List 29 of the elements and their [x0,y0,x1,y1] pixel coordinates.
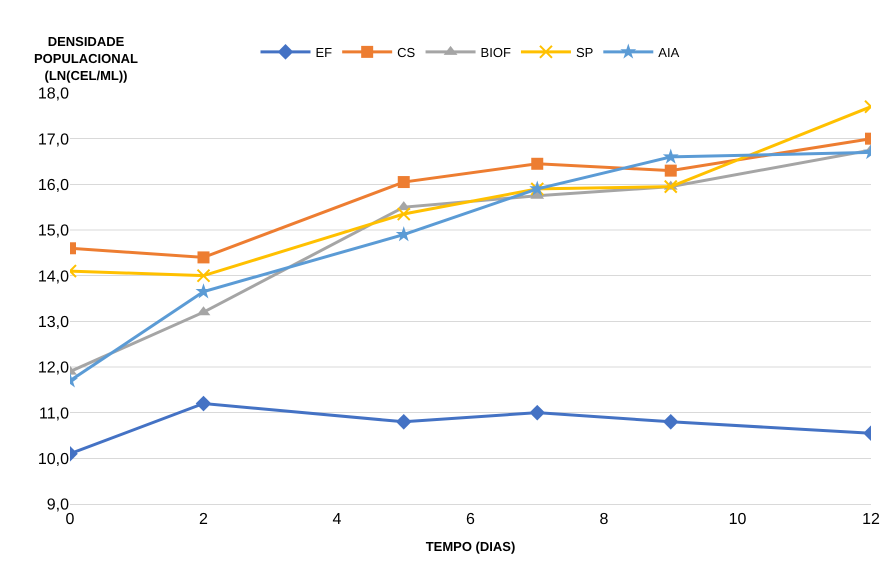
y-tick-label: 18,0 [38,86,70,103]
x-tick-label: 10 [728,511,746,528]
x-tick-label: 4 [332,511,342,528]
x-axis-title: TEMPO (DIAS) [426,538,516,554]
y-tick-label: 9,0 [46,496,70,514]
point [396,207,411,222]
point [531,158,544,170]
legend-label: EF [316,44,332,60]
legend-label: AIA [658,44,680,60]
y-tick-label: 16,0 [38,176,70,194]
y-tick-label: 14,0 [38,268,70,286]
x-tick-label: 6 [466,511,476,528]
x-tick-label: 0 [66,511,75,528]
y-tick-label: 17,0 [38,131,70,148]
x-tick-label: 8 [600,511,609,528]
y-tick-label: 11,0 [39,405,70,422]
legend-label: BIOF [480,44,511,60]
y-tick-label: 15,0 [38,222,70,240]
y-tick-label: 13,0 [38,314,70,331]
point [396,414,412,430]
legend-label: CS [397,44,416,60]
y-tick-label: 10,0 [38,450,70,468]
x-tick-label: 12 [862,511,880,528]
y-axis-title: DENSIDADE POPULACIONAL (LN(CEL/ML)) [34,34,138,83]
y-tick-label: 12,0 [38,360,70,377]
legend-label: SP [576,44,594,60]
x-tick-label: 2 [199,511,208,528]
point [398,176,410,188]
point [529,404,546,420]
